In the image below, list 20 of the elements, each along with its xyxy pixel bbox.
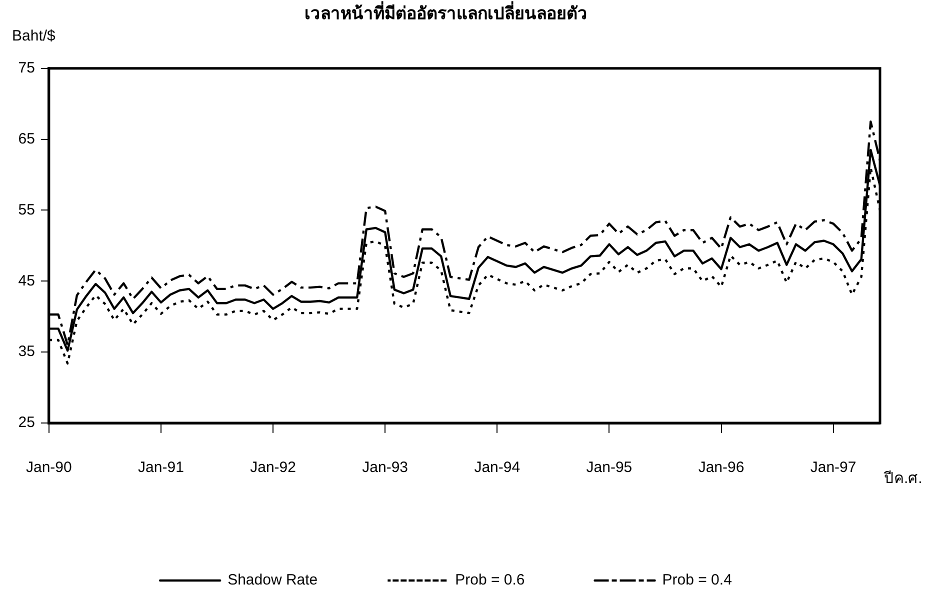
y-tick-label: 25 — [18, 414, 35, 432]
x-tick-label: Jan-91 — [138, 459, 184, 476]
x-tick-label: Jan-90 — [26, 459, 72, 476]
y-tick-label: 65 — [18, 130, 35, 148]
y-tick-label: 55 — [18, 201, 35, 218]
legend-label: Prob = 0.6 — [455, 572, 525, 589]
legend-label: Shadow Rate — [228, 572, 318, 589]
y-tick-label: 45 — [18, 272, 35, 290]
x-tick-label: Jan-94 — [474, 459, 520, 476]
x-tick-label: Jan-96 — [698, 459, 744, 476]
x-tick-label: Jan-95 — [586, 459, 632, 476]
legend-label: Prob = 0.4 — [662, 572, 732, 589]
x-tick-label: Jan-92 — [250, 459, 296, 476]
y-tick-label: 35 — [18, 343, 35, 360]
y-tick-label: 75 — [18, 60, 35, 77]
x-tick-label: Jan-93 — [362, 459, 408, 476]
x-axis-title: ปีค.ศ. — [883, 470, 922, 487]
y-axis-title: Baht/$ — [12, 27, 56, 44]
chart-title: เวลาหน้าที่มีต่ออัตราแลกเปลี่ยนลอยตัว — [304, 0, 588, 23]
x-tick-label: Jan-97 — [810, 459, 856, 476]
